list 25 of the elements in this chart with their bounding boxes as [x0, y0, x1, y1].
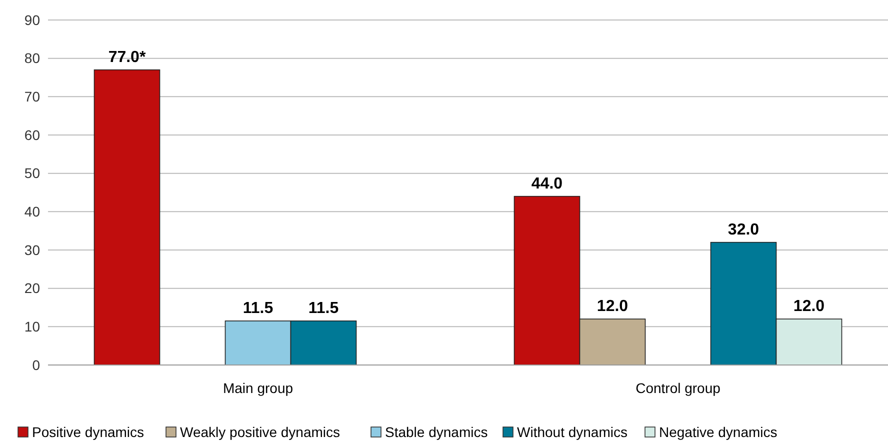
y-tick-label: 60	[24, 126, 40, 143]
legend-label: Negative dynamics	[659, 424, 778, 440]
y-tick-label: 20	[24, 280, 40, 296]
y-tick-label: 0	[32, 356, 40, 373]
y-tick-label: 80	[24, 50, 40, 66]
data-label: 44.0	[531, 175, 563, 192]
data-label: 77.0*	[108, 48, 146, 66]
data-label: 11.5	[242, 300, 274, 317]
bar	[94, 69, 160, 366]
y-tick-label: 50	[24, 165, 40, 182]
y-tick-label: 10	[24, 318, 40, 335]
y-tick-label: 70	[24, 88, 40, 105]
x-tick-label: Control group	[636, 380, 721, 396]
x-tick-label: Main group	[222, 380, 294, 396]
y-tick-label: 40	[24, 204, 40, 220]
legend-label: Stable dynamics	[385, 424, 488, 440]
y-tick-label: 30	[24, 242, 40, 258]
legend-label: Weakly positive dynamics	[180, 424, 340, 440]
data-label: 32.0	[728, 221, 760, 238]
data-label: 11.5	[308, 300, 339, 317]
y-tick-label: 90	[24, 12, 40, 28]
legend-label: Positive dynamics	[32, 424, 144, 440]
legend-label: Without dynamics	[517, 424, 628, 440]
data-label: 12.0	[793, 298, 825, 315]
data-label: 12.0	[596, 298, 628, 315]
